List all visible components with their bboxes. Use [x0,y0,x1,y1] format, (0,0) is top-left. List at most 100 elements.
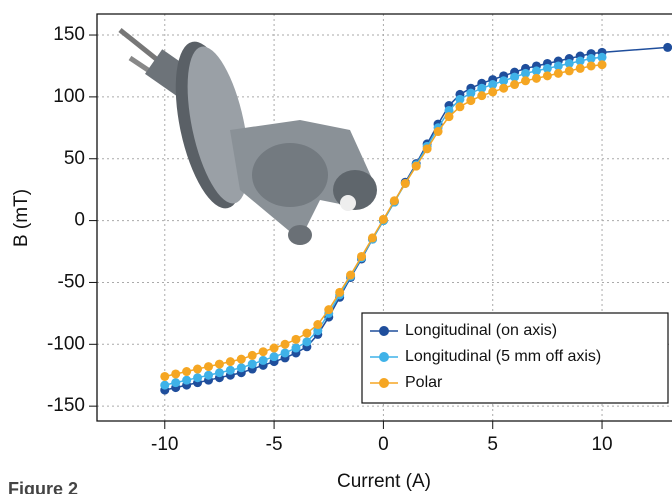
legend-label: Longitudinal (on axis) [405,322,557,339]
marker [455,94,465,104]
marker [422,144,432,154]
marker [247,350,257,360]
y-tick-label: 0 [74,210,85,231]
x-tick-label: 10 [591,434,612,455]
y-tick-label: 100 [53,86,85,107]
marker [214,359,224,369]
legend-label: Longitudinal (5 mm off axis) [405,348,601,365]
legend-label: Polar [405,374,443,391]
marker [182,375,192,385]
marker [564,66,574,76]
marker [531,73,541,83]
marker [553,68,563,78]
marker [488,80,498,90]
marker [389,196,399,206]
marker [477,83,487,93]
marker [564,58,574,68]
marker [247,359,257,369]
marker [433,127,443,137]
marker [258,355,268,365]
marker [378,214,388,224]
marker [182,367,192,377]
marker [357,251,367,261]
marker [302,337,312,347]
x-tick-label: -10 [151,434,178,455]
marker [171,369,181,379]
marker [302,328,312,338]
marker [575,56,585,66]
marker [575,63,585,73]
x-tick-label: 5 [487,434,498,455]
marker [236,363,246,373]
marker [324,305,334,315]
marker [204,370,214,380]
marker [597,60,607,70]
marker [160,380,170,390]
marker [335,287,345,297]
marker [193,373,203,383]
marker [586,54,596,64]
marker [477,91,487,101]
x-tick-label: 0 [378,434,389,455]
marker [313,320,323,330]
y-tick-label: -50 [58,271,85,292]
marker [171,378,181,388]
marker [225,357,235,367]
marker [510,72,520,82]
marker [214,368,224,378]
marker [444,112,454,122]
marker [542,71,552,81]
caption: Figure 2 [8,479,78,494]
marker [160,371,170,381]
marker [597,52,607,62]
marker [521,68,531,78]
y-tick-label: 50 [64,148,85,169]
marker [269,352,279,362]
legend-box [361,312,669,404]
marker [499,83,509,93]
marker [313,326,323,336]
legend: Longitudinal (on axis) Longitudinal (5 mm… [361,312,669,404]
x-tick-label: -5 [266,434,283,455]
x-axis-label: Current (A) [337,471,431,492]
marker [553,61,563,71]
marker [444,105,454,115]
apparatus-image [118,28,377,245]
marker [269,343,279,353]
marker [225,365,235,375]
legend-marker [379,378,389,388]
marker [531,66,541,76]
y-tick-label: -150 [47,395,85,416]
marker [346,270,356,280]
marker [455,102,465,112]
marker [586,61,596,71]
marker [499,76,509,86]
marker [193,364,203,374]
marker [280,348,290,358]
marker [466,96,476,106]
marker [204,362,214,372]
legend-marker [379,352,389,362]
marker [663,42,672,52]
marker [400,178,410,188]
y-axis-label: B (mT) [11,189,32,247]
marker [510,80,520,90]
marker [291,334,301,344]
axis-frame [96,13,672,422]
marker [258,347,268,357]
legend-marker [379,326,389,336]
marker [521,76,531,86]
marker [466,88,476,98]
y-tick-label: -100 [47,333,85,354]
marker [542,63,552,73]
marker [488,87,498,97]
y-tick-label: 150 [53,24,85,45]
marker [367,233,377,243]
marker [411,161,421,171]
series [160,60,607,381]
marker [280,339,290,349]
marker [236,354,246,364]
marker [291,343,301,353]
